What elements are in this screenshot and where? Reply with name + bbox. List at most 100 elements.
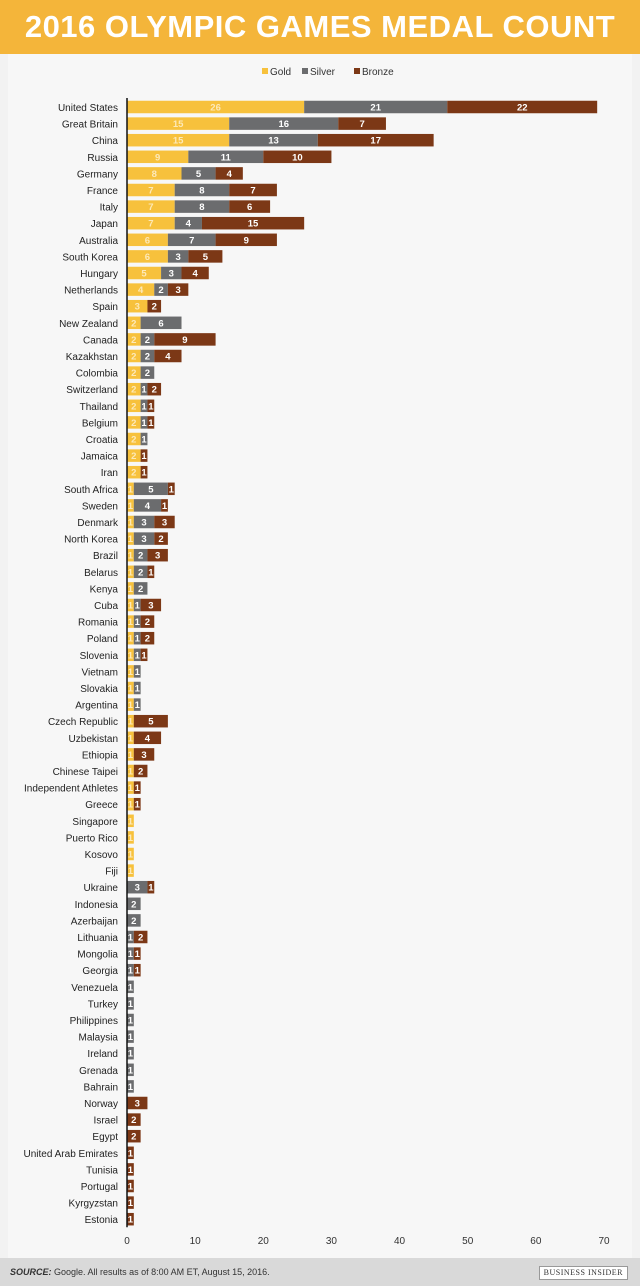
source-text: Google. All results as of 8:00 AM ET, Au… xyxy=(54,1267,270,1277)
bar-bronze xyxy=(167,482,175,496)
bar-silver xyxy=(154,283,168,296)
bar-value-label: 7 xyxy=(189,235,194,246)
bar-gold xyxy=(127,598,134,612)
bar-value-label: 1 xyxy=(128,1165,134,1176)
country-label: Singapore xyxy=(72,817,118,828)
bar-value-label: 2 xyxy=(131,352,136,363)
bar-gold xyxy=(127,482,134,496)
legend-label-bronze: Bronze xyxy=(362,67,394,78)
bar-bronze xyxy=(147,880,155,894)
bar-bronze xyxy=(161,499,168,512)
country-label: Hungary xyxy=(80,269,118,280)
bar-value-label: 9 xyxy=(182,335,187,346)
bar-value-label: 2 xyxy=(138,767,143,778)
country-label: Czech Republic xyxy=(48,717,118,728)
bar-value-label: 1 xyxy=(128,518,134,529)
bar-value-label: 1 xyxy=(135,601,141,612)
legend-swatch-silver xyxy=(302,68,308,74)
bar-value-label: 5 xyxy=(141,269,147,280)
bar-bronze xyxy=(147,399,155,413)
bar-silver xyxy=(140,432,148,446)
bar-value-label: 2 xyxy=(152,385,157,396)
bar-gold xyxy=(127,366,141,379)
country-label: Chinese Taipei xyxy=(53,767,118,778)
country-label: Iran xyxy=(101,468,118,479)
bar-value-label: 1 xyxy=(135,949,141,960)
country-label: Azerbaijan xyxy=(71,916,118,927)
bar-value-label: 16 xyxy=(278,119,289,130)
bar-gold xyxy=(127,698,134,711)
x-tick-label: 20 xyxy=(258,1236,270,1247)
bar-silver xyxy=(161,266,182,280)
country-label: Kyrgyzstan xyxy=(69,1199,118,1210)
country-label: Indonesia xyxy=(75,900,119,911)
bar-value-label: 1 xyxy=(128,1198,134,1209)
bar-value-label: 1 xyxy=(135,634,141,645)
bar-value-label: 1 xyxy=(128,999,134,1010)
country-label: Egypt xyxy=(92,1132,118,1143)
bar-bronze xyxy=(140,465,148,479)
source-label: SOURCE: xyxy=(10,1267,52,1277)
country-label: Venezuela xyxy=(71,983,118,994)
bar-gold xyxy=(127,416,141,429)
bar-value-label: 5 xyxy=(196,169,202,180)
country-label: Canada xyxy=(83,335,118,346)
bar-silver xyxy=(133,482,168,496)
bar-bronze xyxy=(154,349,182,363)
bar-gold xyxy=(127,714,134,728)
brand-logo: BUSINESS INSIDER xyxy=(538,1266,628,1280)
bar-value-label: 5 xyxy=(203,252,209,263)
bar-gold xyxy=(127,615,134,628)
bar-value-label: 2 xyxy=(145,634,150,645)
bar-silver xyxy=(229,133,318,147)
x-tick-label: 40 xyxy=(394,1236,406,1247)
bar-gold xyxy=(127,515,134,529)
country-label: Israel xyxy=(94,1116,118,1127)
country-label: Tunisia xyxy=(86,1165,118,1176)
country-label: Ethiopia xyxy=(82,750,119,761)
bar-silver xyxy=(127,947,134,960)
bar-value-label: 15 xyxy=(248,219,259,230)
bar-value-label: 3 xyxy=(135,883,140,894)
bar-value-label: 11 xyxy=(221,152,232,163)
country-label: Japan xyxy=(91,219,118,230)
bar-gold xyxy=(127,499,134,512)
bar-value-label: 1 xyxy=(128,866,134,877)
bar-silver xyxy=(133,665,141,678)
bar-silver xyxy=(304,100,448,114)
legend-swatch-gold xyxy=(262,68,268,74)
bar-value-label: 1 xyxy=(141,451,147,462)
bar-value-label: 2 xyxy=(131,468,136,479)
bar-silver xyxy=(127,914,141,927)
bar-value-label: 15 xyxy=(173,119,184,130)
chart-panel xyxy=(8,54,632,1258)
country-label: Fiji xyxy=(105,867,118,878)
country-label: Portugal xyxy=(81,1182,118,1193)
country-label: Ukraine xyxy=(84,883,119,894)
bar-value-label: 3 xyxy=(169,269,174,280)
footer: SOURCE: Google. All results as of 8:00 A… xyxy=(0,1258,640,1286)
bar-bronze xyxy=(127,1163,134,1176)
bar-value-label: 1 xyxy=(135,684,141,695)
bar-value-label: 2 xyxy=(138,933,143,944)
bar-value-label: 7 xyxy=(250,186,255,197)
bar-bronze xyxy=(133,947,141,960)
bar-bronze xyxy=(147,299,162,313)
country-label: New Zealand xyxy=(59,319,118,330)
bar-value-label: 1 xyxy=(128,949,134,960)
bar-gold xyxy=(127,731,134,745)
bar-gold xyxy=(127,266,162,280)
bar-value-label: 10 xyxy=(292,152,303,163)
bar-value-label: 4 xyxy=(186,219,192,230)
bar-value-label: 5 xyxy=(148,484,154,495)
bar-bronze xyxy=(140,615,155,628)
bar-gold xyxy=(127,681,134,695)
bar-value-label: 1 xyxy=(128,767,134,778)
bar-value-label: 1 xyxy=(128,501,134,512)
bar-bronze xyxy=(317,133,434,147)
country-label: Ireland xyxy=(87,1049,118,1060)
bar-silver xyxy=(140,416,148,429)
bar-value-label: 2 xyxy=(138,551,143,562)
country-label: Denmark xyxy=(77,518,119,529)
bar-value-label: 1 xyxy=(128,551,134,562)
